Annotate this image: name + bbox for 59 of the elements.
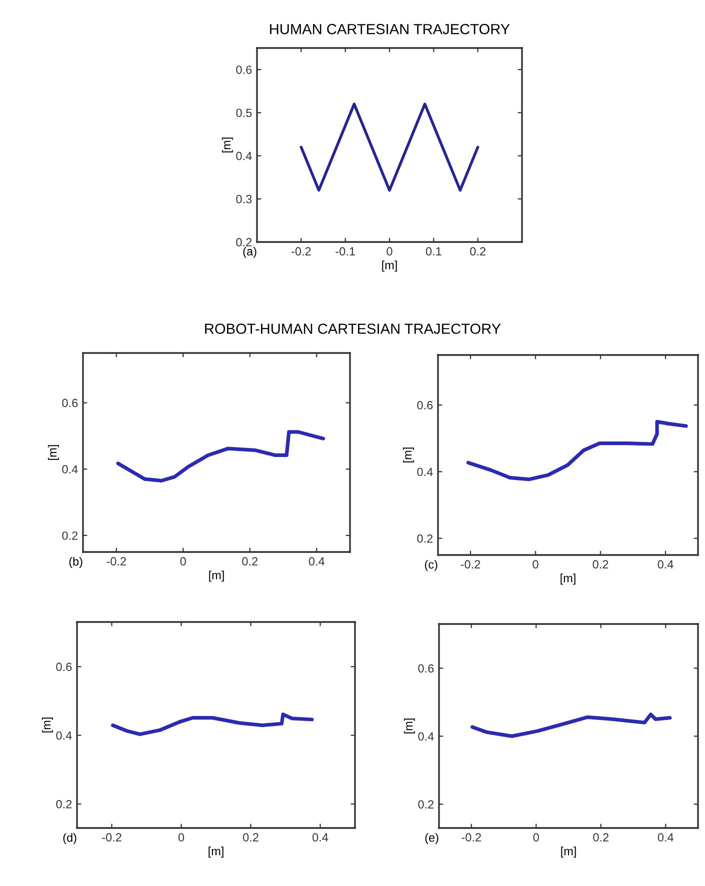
y-tick-label: 0.5 (236, 108, 252, 118)
y-tick-label: 0.4 (236, 152, 252, 160)
x-tick-label: 0.4 (312, 833, 328, 842)
chart-title: HUMAN CARTESIAN TRAJECTORY (270, 24, 510, 34)
chart-title: ROBOT-HUMAN CARTESIAN TRAJECTORY (205, 324, 501, 334)
x-tick-label: 0 (532, 560, 538, 569)
y-tick-label: 0.2 (418, 800, 434, 809)
y-tick-label: 0.2 (417, 534, 433, 543)
y-tick-label: 0.6 (62, 398, 78, 408)
x-tick-label: 0.2 (243, 833, 258, 842)
y-tick-label: 0.3 (236, 194, 252, 204)
y-axis-title: [m] (42, 718, 53, 732)
x-tick-label: 0.2 (593, 833, 608, 842)
y-tick-label: 0.4 (417, 468, 433, 476)
x-tick-label: 0 (180, 557, 186, 566)
line-series (466, 420, 688, 482)
x-tick-label: 0.4 (658, 833, 674, 842)
y-tick-label: 0.2 (62, 531, 78, 540)
x-tick-label: -0.2 (102, 833, 122, 842)
y-tick-label: 0.6 (236, 66, 252, 74)
x-tick-label: -0.1 (336, 247, 355, 256)
y-axis-title: [m] (48, 445, 59, 460)
x-tick-label: 0 (178, 833, 184, 842)
x-axis-title: [m] (560, 574, 576, 585)
y-tick-label: 0.4 (62, 465, 78, 474)
x-tick-label: -0.2 (292, 247, 311, 256)
x-tick-label: 0.2 (592, 560, 608, 569)
line-series (470, 712, 672, 738)
y-tick-label: 0.6 (417, 401, 433, 410)
y-axis-title: [m] (222, 138, 233, 152)
text: (a) (243, 246, 256, 258)
text: (e) (425, 833, 438, 844)
x-tick-label: 0 (533, 833, 539, 842)
x-tick-label: 0.2 (470, 247, 486, 256)
x-tick-label: -0.2 (106, 557, 126, 566)
x-axis-title: [m] (382, 260, 397, 272)
y-tick-label: 0.2 (236, 238, 252, 246)
y-axis-title: [m] (404, 718, 415, 734)
x-tick-label: 0.1 (426, 247, 442, 256)
y-tick-label: 0.6 (418, 664, 434, 673)
y-tick-label: 0.6 (56, 662, 72, 672)
x-tick-label: 0.2 (242, 557, 258, 566)
line-series (116, 430, 326, 482)
x-tick-label: -0.2 (460, 560, 480, 569)
x-tick-label: 0.4 (308, 557, 324, 566)
y-tick-label: 0.4 (418, 732, 434, 741)
text: (d) (63, 833, 76, 844)
text: (c) (424, 560, 438, 571)
x-axis-title: [m] (208, 846, 224, 858)
x-tick-label: -0.2 (462, 833, 481, 842)
x-tick-label: 0 (386, 247, 392, 256)
y-tick-label: 0.2 (56, 800, 72, 808)
x-axis-title: [m] (561, 846, 576, 858)
x-axis-title: [m] (209, 570, 224, 582)
line-series (110, 712, 314, 736)
text: (b) (69, 556, 82, 568)
y-tick-label: 0.4 (56, 731, 72, 740)
x-tick-label: 0.4 (658, 560, 674, 569)
y-axis-title: [m] (402, 448, 414, 462)
